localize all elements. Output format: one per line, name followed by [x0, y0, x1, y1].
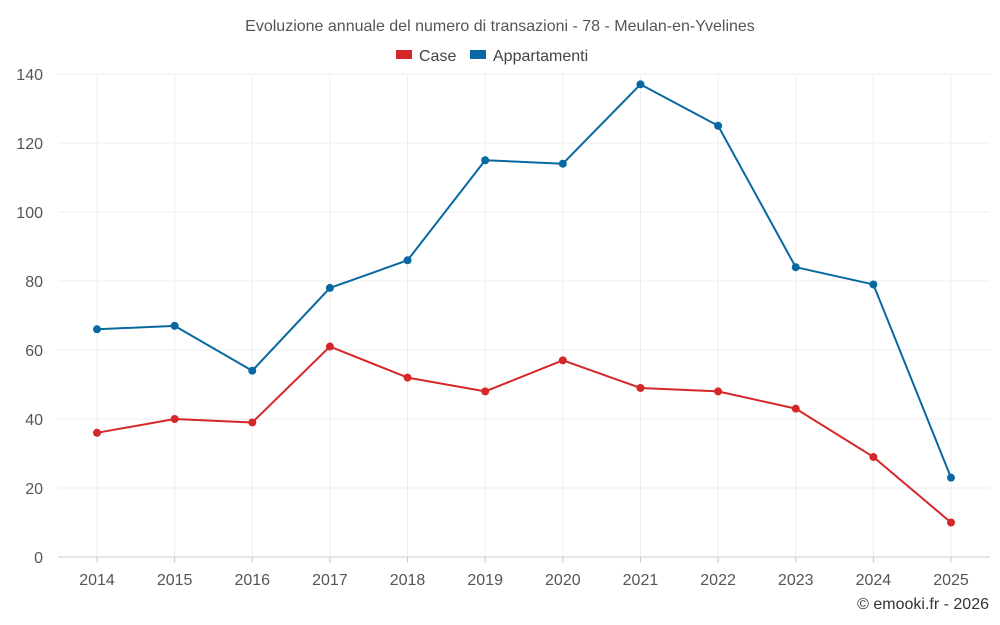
chart-title: Evoluzione annuale del numero di transaz… — [245, 18, 755, 35]
data-point-case-2025[interactable] — [947, 518, 955, 527]
data-point-case-2022[interactable] — [714, 387, 723, 396]
data-point-case-2019[interactable] — [481, 387, 490, 396]
legend: Case Appartamenti — [396, 48, 588, 65]
data-point-appartamenti-2022[interactable] — [714, 121, 723, 130]
series-line-case — [96, 345, 952, 524]
y-axis: 0 20 40 60 80 100 120 140 — [16, 67, 43, 567]
data-point-case-2015[interactable] — [170, 415, 179, 423]
x-tick-label: 2018 — [390, 572, 426, 589]
x-tick-label: 2021 — [623, 572, 659, 589]
data-point-case-2024[interactable] — [869, 452, 878, 461]
data-point-case-2014[interactable] — [93, 428, 101, 437]
credit-text: © emooki.fr - 2026 — [857, 596, 989, 613]
legend-item-appartamenti[interactable]: Appartamenti — [470, 48, 588, 65]
y-tick-label: 40 — [25, 412, 43, 429]
data-point-case-2017[interactable] — [325, 342, 334, 351]
legend-label-appartamenti: Appartamenti — [493, 48, 588, 65]
legend-swatch-case — [396, 50, 412, 59]
legend-swatch-appartamenti — [470, 50, 486, 59]
x-tick-label: 2015 — [157, 572, 193, 589]
x-axis: 2014 2015 2016 2017 2018 2019 2020 2021 2022 2023… — [79, 557, 969, 589]
data-point-appartamenti-2015[interactable] — [170, 321, 179, 330]
x-tick-label: 2024 — [856, 572, 892, 589]
data-point-case-2016[interactable] — [248, 418, 257, 427]
series — [93, 80, 955, 527]
data-point-appartamenti-2019[interactable] — [481, 156, 490, 165]
data-point-appartamenti-2014[interactable] — [93, 325, 101, 334]
x-tick-label: 2017 — [312, 572, 348, 589]
x-tick-label: 2016 — [234, 572, 270, 589]
data-point-case-2023[interactable] — [791, 404, 800, 413]
data-point-appartamenti-2016[interactable] — [248, 366, 257, 375]
data-point-case-2020[interactable] — [558, 356, 567, 365]
data-point-appartamenti-2025[interactable] — [947, 473, 955, 482]
data-point-appartamenti-2023[interactable] — [791, 263, 800, 272]
y-tick-label: 140 — [16, 67, 43, 84]
series-line-appartamenti — [96, 83, 952, 479]
series-case — [93, 342, 955, 527]
data-point-case-2018[interactable] — [403, 373, 412, 382]
data-point-appartamenti-2020[interactable] — [558, 159, 567, 168]
y-tick-label: 60 — [25, 343, 43, 360]
y-tick-label: 0 — [34, 550, 43, 567]
x-tick-label: 2025 — [933, 572, 969, 589]
series-appartamenti — [93, 80, 955, 482]
data-point-appartamenti-2018[interactable] — [403, 256, 412, 265]
y-tick-label: 20 — [25, 481, 43, 498]
y-tick-label: 80 — [25, 274, 43, 291]
y-tick-label: 120 — [16, 136, 43, 153]
data-point-appartamenti-2024[interactable] — [869, 280, 878, 289]
x-tick-label: 2022 — [700, 572, 736, 589]
legend-label-case: Case — [419, 48, 456, 65]
x-tick-label: 2023 — [778, 572, 814, 589]
data-point-appartamenti-2017[interactable] — [325, 283, 334, 292]
grid — [58, 73, 990, 557]
x-tick-label: 2020 — [545, 572, 581, 589]
x-tick-label: 2019 — [467, 572, 503, 589]
x-tick-label: 2014 — [79, 572, 115, 589]
data-point-case-2021[interactable] — [636, 383, 645, 392]
y-tick-label: 100 — [16, 205, 43, 222]
data-point-appartamenti-2021[interactable] — [636, 80, 645, 89]
legend-item-case[interactable]: Case — [396, 48, 456, 65]
